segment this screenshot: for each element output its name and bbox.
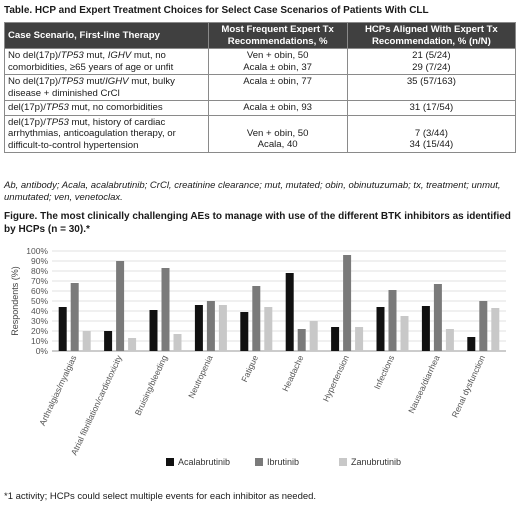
figure-title: Figure. The most clinically challenging …	[4, 211, 511, 235]
bar-ibrutinib	[206, 301, 215, 351]
case-scenario-cell: del(17p)/TP53 mut, no comorbidities	[4, 100, 209, 116]
bar-acalabrutinib	[149, 310, 158, 351]
y-tick-label: 10%	[31, 336, 48, 346]
y-tick-label: 80%	[31, 266, 48, 276]
expert-recommendation-line: Acala ± obin, 93	[243, 102, 313, 113]
hcp-aligned-line: 21 (5/24)	[412, 50, 451, 61]
legend-label: Zanubrutinib	[351, 457, 401, 467]
y-tick-label: 30%	[31, 316, 48, 326]
bar-ibrutinib	[252, 286, 261, 351]
case-scenario-cell: No del(17p)/TP53 mut, IGHV mut, no comor…	[4, 48, 209, 75]
bar-acalabrutinib	[194, 305, 203, 351]
y-tick-label: 100%	[26, 246, 48, 256]
bar-zanubrutinib	[173, 334, 182, 351]
x-category-label: Nausea/diarrhea	[406, 353, 442, 414]
bar-ibrutinib	[161, 268, 170, 351]
bar-ibrutinib	[297, 329, 306, 351]
treatment-table: Case Scenario, First-line Therapy Most F…	[4, 22, 517, 153]
header-expert-recommendations: Most Frequent Expert Tx Recommendations,…	[207, 22, 348, 49]
x-category-label: Neutropenia	[186, 353, 215, 399]
x-category-label: Headache	[280, 353, 306, 393]
expert-recommendation-line: Ven + obin, 50	[246, 127, 309, 139]
table-row: No del(17p)/TP53 mut, IGHV mut, no comor…	[4, 48, 517, 75]
bar-zanubrutinib	[218, 305, 227, 351]
expert-recommendation-line: Acala ± obin, 37	[243, 61, 313, 73]
hcp-aligned-cell: 35 (57/163)	[346, 74, 517, 101]
header-case-scenario: Case Scenario, First-line Therapy	[4, 22, 209, 49]
hcp-aligned-cell: 21 (5/24) 29 (7/24)	[346, 48, 517, 75]
y-tick-label: 90%	[31, 256, 48, 266]
y-tick-label: 70%	[31, 276, 48, 286]
hcp-aligned-cell: 7 (3/44) 34 (15/44)	[346, 114, 517, 153]
bar-ibrutinib	[116, 261, 125, 351]
bar-zanubrutinib	[82, 331, 91, 351]
hcp-aligned-line: 7 (3/44)	[414, 127, 448, 139]
bar-zanubrutinib	[128, 338, 137, 351]
bar-acalabrutinib	[421, 306, 430, 351]
bar-acalabrutinib	[104, 331, 113, 351]
y-tick-label: 50%	[31, 296, 48, 306]
expert-recommendation-cell: Ven + obin, 50 Acala ± obin, 37	[207, 48, 348, 75]
legend-swatch	[166, 458, 174, 466]
bar-acalabrutinib	[467, 337, 476, 351]
bar-ibrutinib	[388, 290, 397, 351]
table-row: del(17p)/TP53 mut, no comorbidities Acala…	[4, 100, 517, 116]
header-hcp-aligned: HCPs Aligned With Expert Tx Recommendati…	[346, 22, 517, 49]
case-scenario-cell: No del(17p)/TP53 mut/IGHV mut, bulky dis…	[4, 74, 209, 101]
expert-recommendation-line: Acala, 40	[257, 139, 298, 150]
y-tick-label: 60%	[31, 286, 48, 296]
hcp-aligned-line: 29 (7/24)	[412, 61, 451, 73]
table-row: No del(17p)/TP53 mut/IGHV mut, bulky dis…	[4, 74, 517, 101]
hcp-aligned-cell: 31 (17/54)	[346, 100, 517, 116]
x-category-label: Hypertension	[321, 353, 351, 403]
footnote: *1 activity; HCPs could select multiple …	[4, 491, 317, 502]
bar-acalabrutinib	[240, 312, 249, 351]
x-category-label: Bruising/bleeding	[133, 353, 170, 417]
bar-ibrutinib	[70, 283, 79, 351]
bar-acalabrutinib	[58, 307, 67, 351]
expert-recommendation-line: Acala ± obin, 77	[243, 76, 313, 87]
bar-zanubrutinib	[400, 316, 409, 351]
bar-acalabrutinib	[331, 327, 340, 351]
legend-swatch	[255, 458, 263, 466]
expert-recommendation-cell: Acala ± obin, 77	[207, 74, 348, 101]
table-title: Table. HCP and Expert Treatment Choices …	[4, 5, 429, 16]
legend-swatch	[339, 458, 347, 466]
bar-ibrutinib	[433, 284, 442, 351]
legend-label: Acalabrutinib	[178, 457, 230, 467]
bar-acalabrutinib	[285, 273, 294, 351]
expert-recommendation-cell: Ven + obin, 50 Acala, 40	[207, 114, 348, 153]
hcp-aligned-line: 35 (57/163)	[406, 76, 456, 87]
expert-recommendation-line: Ven + obin, 50	[246, 50, 309, 61]
y-tick-label: 0%	[36, 346, 49, 356]
bar-ibrutinib	[479, 301, 488, 351]
bar-zanubrutinib	[264, 307, 273, 351]
bar-zanubrutinib	[355, 327, 364, 351]
table-row: del(17p)/TP53 mut, history of cardiac ar…	[4, 114, 517, 153]
bar-zanubrutinib	[491, 308, 500, 351]
adverse-events-bar-chart: 0%10%20%30%40%50%60%70%80%90%100% Respond…	[10, 246, 506, 467]
x-category-label: Atrial fibrillation/cardiotoxicity	[69, 353, 124, 457]
hcp-aligned-line: 34 (15/44)	[409, 139, 454, 150]
bar-ibrutinib	[343, 255, 352, 351]
bar-zanubrutinib	[309, 321, 318, 351]
bar-zanubrutinib	[445, 329, 454, 351]
y-tick-label: 40%	[31, 306, 48, 316]
x-category-label: Renal dysfunction	[449, 353, 487, 419]
abbreviations-note: Ab, antibody; Acala, acalabrutinib; CrCl…	[4, 180, 501, 203]
case-scenario-cell: del(17p)/TP53 mut, history of cardiac ar…	[4, 114, 209, 153]
table-header-row: Case Scenario, First-line Therapy Most F…	[4, 22, 517, 49]
x-category-label: Infections	[372, 354, 396, 391]
hcp-aligned-line: 31 (17/54)	[409, 102, 454, 113]
y-axis-title: Respondents (%)	[10, 266, 20, 336]
bar-acalabrutinib	[376, 307, 385, 351]
x-category-label: Arthralgias/myalgias	[37, 354, 78, 428]
legend-label: Ibrutinib	[267, 457, 299, 467]
table-body: No del(17p)/TP53 mut, IGHV mut, no comor…	[4, 48, 517, 153]
y-tick-label: 20%	[31, 326, 48, 336]
x-category-label: Fatigue	[239, 353, 260, 383]
expert-recommendation-cell: Acala ± obin, 93	[207, 100, 348, 116]
